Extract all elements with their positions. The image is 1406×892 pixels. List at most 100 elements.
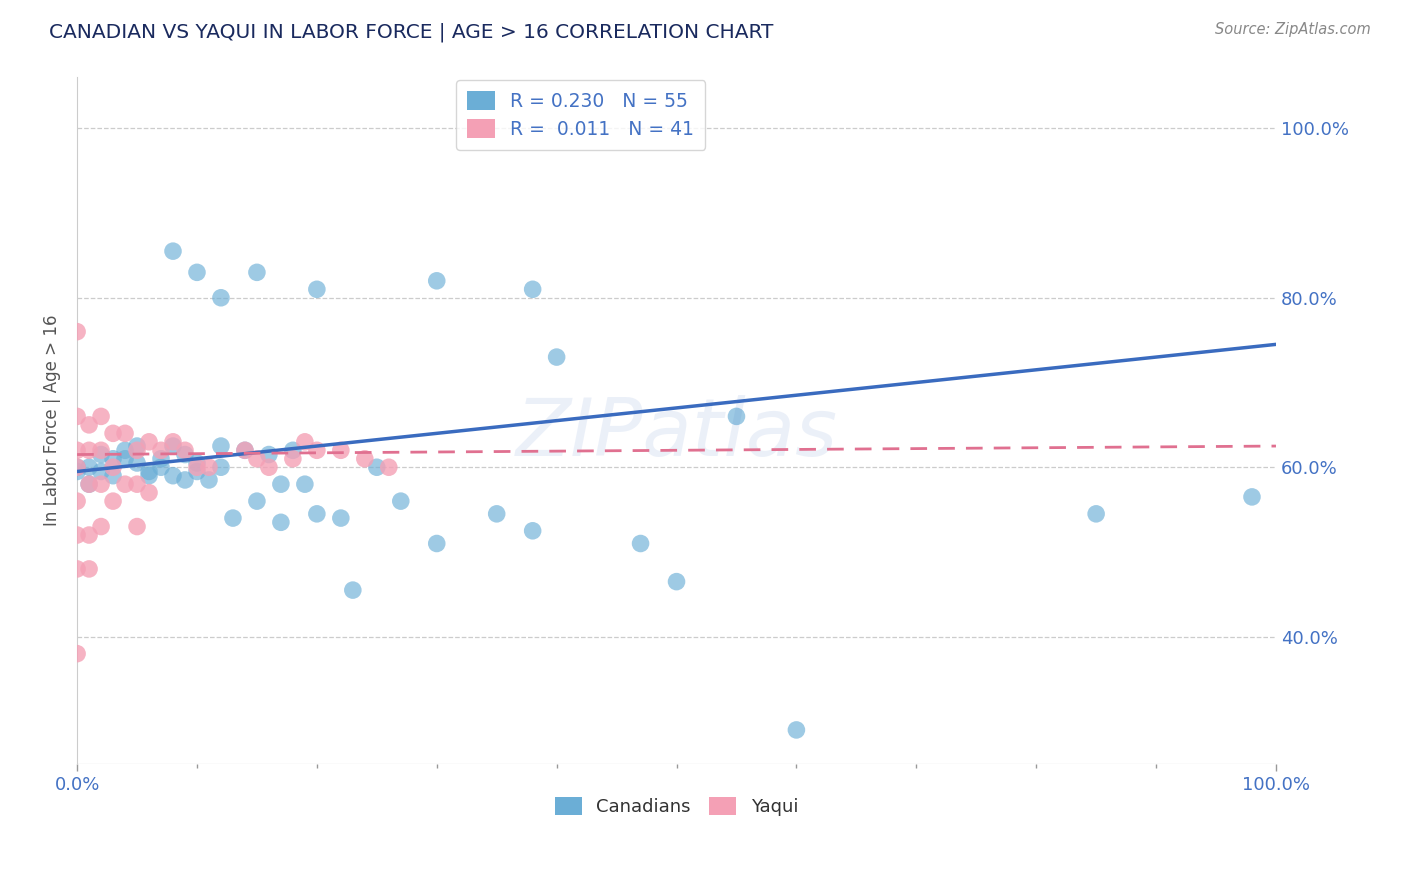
Point: [209, 439, 232, 453]
Point: [426, 274, 449, 288]
Point: [329, 511, 352, 525]
Point: [222, 511, 245, 525]
Legend: Canadians, Yaqui: Canadians, Yaqui: [548, 789, 806, 823]
Point: [630, 536, 652, 550]
Point: [66, 562, 89, 576]
Point: [281, 451, 304, 466]
Point: [246, 494, 269, 508]
Point: [162, 468, 184, 483]
Point: [90, 465, 112, 479]
Point: [114, 426, 136, 441]
Point: [125, 519, 148, 533]
Point: [725, 409, 748, 424]
Text: Source: ZipAtlas.com: Source: ZipAtlas.com: [1215, 22, 1371, 37]
Point: [101, 451, 124, 466]
Point: [174, 473, 197, 487]
Y-axis label: In Labor Force | Age > 16: In Labor Force | Age > 16: [44, 315, 60, 526]
Point: [353, 451, 375, 466]
Point: [485, 507, 508, 521]
Point: [246, 265, 269, 279]
Point: [294, 434, 316, 449]
Point: [150, 451, 173, 466]
Point: [66, 465, 89, 479]
Point: [426, 536, 449, 550]
Point: [114, 443, 136, 458]
Point: [77, 477, 100, 491]
Point: [233, 443, 256, 458]
Point: [546, 350, 568, 364]
Point: [77, 562, 100, 576]
Point: [270, 516, 292, 530]
Point: [186, 265, 208, 279]
Point: [90, 477, 112, 491]
Point: [198, 473, 221, 487]
Point: [329, 443, 352, 458]
Point: [66, 443, 89, 458]
Point: [366, 460, 388, 475]
Point: [257, 460, 280, 475]
Point: [305, 282, 328, 296]
Point: [101, 468, 124, 483]
Point: [246, 451, 269, 466]
Point: [378, 460, 401, 475]
Point: [90, 443, 112, 458]
Point: [66, 494, 89, 508]
Point: [66, 528, 89, 542]
Point: [1240, 490, 1263, 504]
Point: [665, 574, 688, 589]
Point: [270, 477, 292, 491]
Point: [305, 443, 328, 458]
Point: [66, 325, 89, 339]
Point: [186, 460, 208, 475]
Point: [522, 524, 544, 538]
Point: [125, 456, 148, 470]
Text: ZIPatlas: ZIPatlas: [516, 395, 838, 474]
Point: [77, 443, 100, 458]
Point: [162, 439, 184, 453]
Point: [257, 448, 280, 462]
Point: [101, 460, 124, 475]
Point: [150, 443, 173, 458]
Point: [186, 456, 208, 470]
Point: [1085, 507, 1108, 521]
Point: [174, 443, 197, 458]
Point: [138, 468, 160, 483]
Point: [342, 583, 364, 598]
Point: [77, 417, 100, 432]
Point: [77, 460, 100, 475]
Point: [114, 451, 136, 466]
Point: [233, 443, 256, 458]
Point: [305, 507, 328, 521]
Point: [66, 409, 89, 424]
Point: [174, 448, 197, 462]
Point: [209, 460, 232, 475]
Point: [209, 291, 232, 305]
Point: [125, 443, 148, 458]
Point: [186, 465, 208, 479]
Point: [389, 494, 412, 508]
Point: [77, 528, 100, 542]
Point: [198, 460, 221, 475]
Point: [281, 443, 304, 458]
Text: CANADIAN VS YAQUI IN LABOR FORCE | AGE > 16 CORRELATION CHART: CANADIAN VS YAQUI IN LABOR FORCE | AGE >…: [49, 22, 773, 42]
Point: [125, 439, 148, 453]
Point: [90, 519, 112, 533]
Point: [66, 460, 89, 475]
Point: [138, 485, 160, 500]
Point: [114, 477, 136, 491]
Point: [101, 426, 124, 441]
Point: [66, 460, 89, 475]
Point: [162, 434, 184, 449]
Point: [162, 244, 184, 259]
Point: [294, 477, 316, 491]
Point: [125, 477, 148, 491]
Point: [138, 465, 160, 479]
Point: [138, 434, 160, 449]
Point: [785, 723, 807, 737]
Point: [77, 477, 100, 491]
Point: [66, 647, 89, 661]
Point: [101, 494, 124, 508]
Point: [90, 448, 112, 462]
Point: [150, 460, 173, 475]
Point: [90, 409, 112, 424]
